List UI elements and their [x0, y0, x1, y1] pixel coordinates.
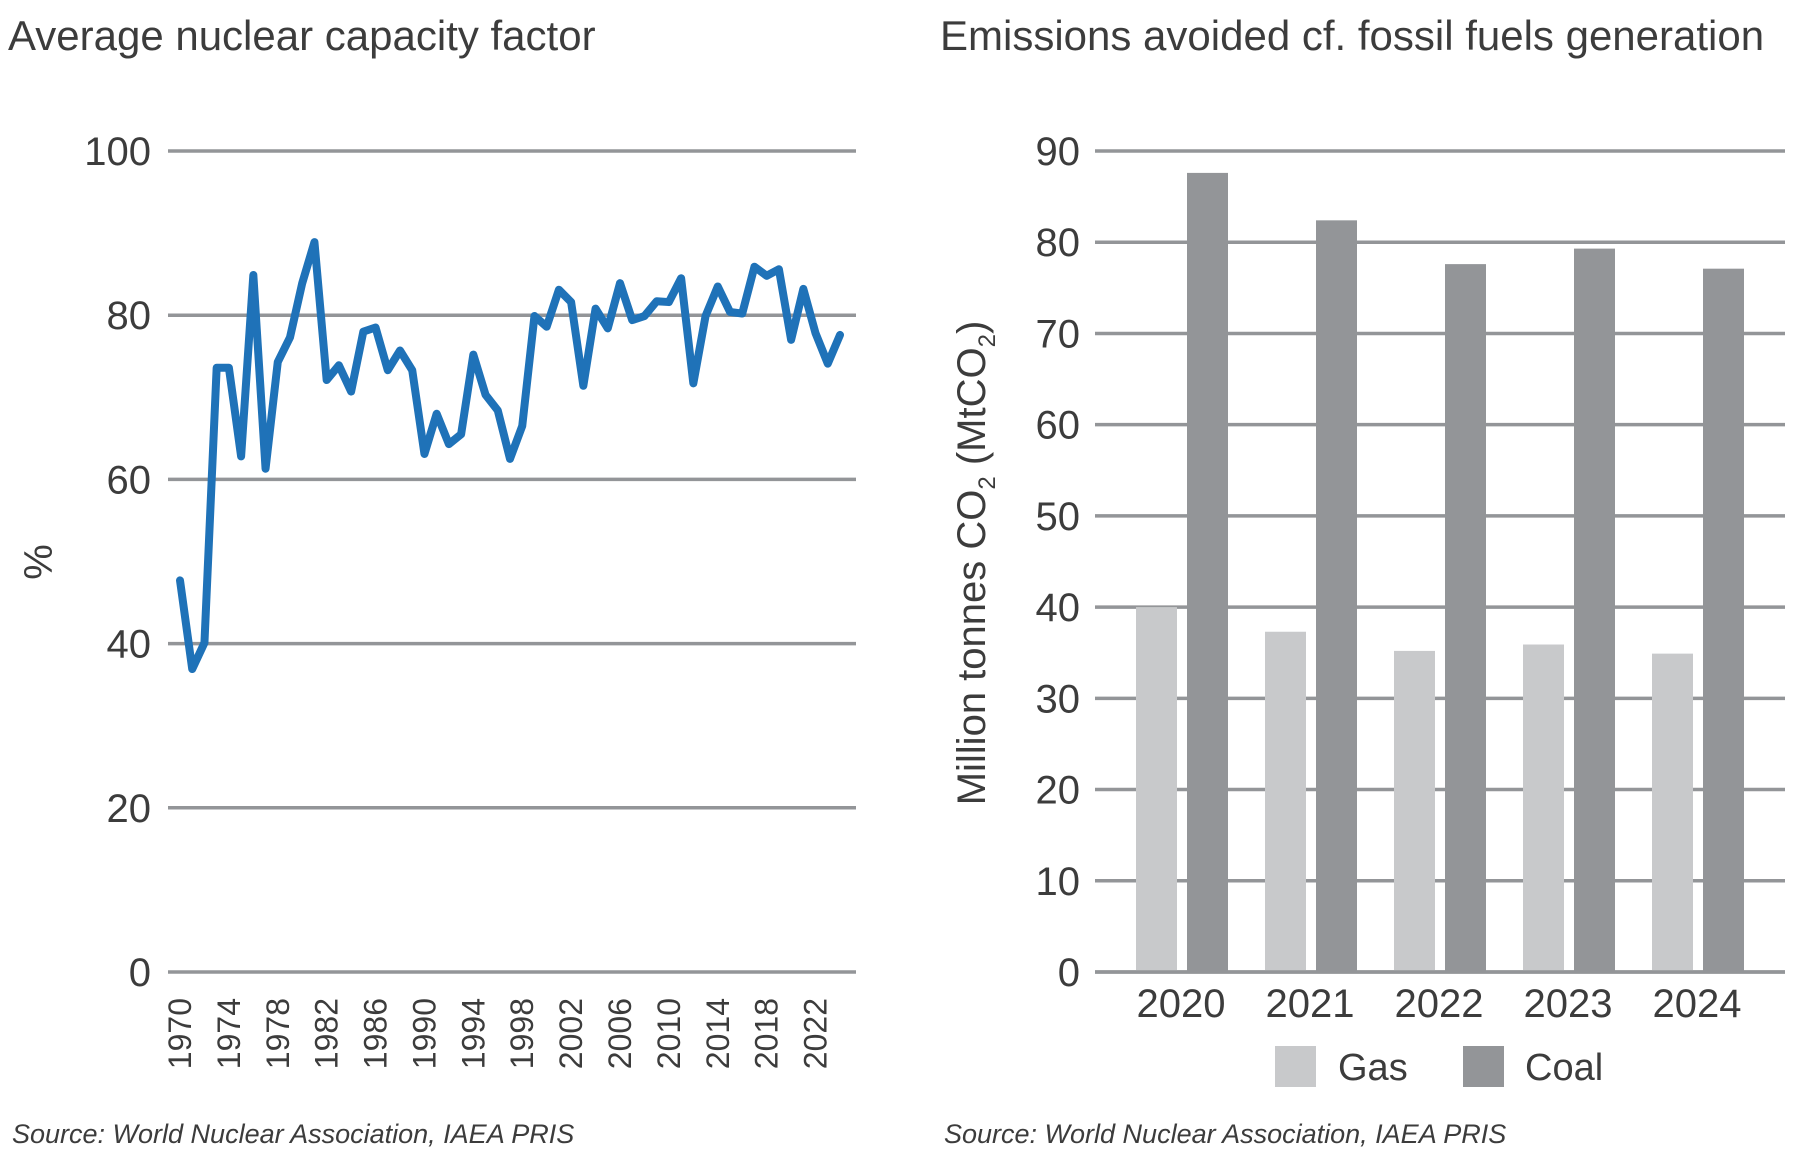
x-tick-label: 2020: [1137, 982, 1226, 1026]
x-tick-label: 1998: [504, 998, 540, 1069]
x-tick-label: 1970: [162, 998, 198, 1069]
y-tick-label: 0: [129, 951, 151, 995]
x-tick-label: 2021: [1266, 982, 1355, 1026]
y-tick-label: 10: [1036, 860, 1081, 904]
y-tick-label: 40: [1036, 586, 1081, 630]
line-chart: Average nuclear capacity factor 0 20 40 60 8…: [8, 12, 856, 1149]
x-tick-label: 2022: [1395, 982, 1484, 1026]
y-tick-label: 80: [107, 294, 152, 338]
bar-gas-2021: [1265, 631, 1306, 972]
bar-coal-2023: [1574, 248, 1615, 972]
series-line: [176, 238, 844, 674]
y-tick-label: 30: [1036, 677, 1081, 721]
x-tick-label: 1982: [309, 998, 345, 1069]
legend-label-coal: Coal: [1525, 1047, 1603, 1089]
bar-gas-2022: [1394, 650, 1435, 972]
legend-swatch-gas: [1275, 1046, 1316, 1087]
legend-label-gas: Gas: [1338, 1047, 1408, 1089]
bar-chart-title: Emissions avoided cf. fossil fuels gener…: [940, 12, 1764, 59]
y-tick-label: 70: [1036, 312, 1081, 356]
x-tick-label: 1994: [455, 998, 491, 1069]
x-tick-label: 1974: [211, 998, 247, 1069]
legend: Gas Coal: [1275, 1046, 1603, 1089]
x-tick-label: 2024: [1653, 982, 1742, 1026]
line-chart-source: Source: World Nuclear Association, IAEA …: [12, 1119, 574, 1149]
x-tick-label: 2014: [700, 998, 736, 1069]
x-tick-label: 2018: [749, 998, 785, 1069]
x-tick-label: 1990: [406, 998, 442, 1069]
x-tick-label: 1986: [358, 998, 394, 1069]
y-tick-label: 0: [1058, 951, 1080, 995]
legend-swatch-coal: [1463, 1046, 1504, 1087]
x-tick-label: 1978: [260, 998, 296, 1069]
x-tick-label: 2002: [553, 998, 589, 1069]
y-axis-label: %: [17, 544, 61, 580]
y-tick-label: 60: [1036, 404, 1081, 448]
bar-gas-2024: [1652, 653, 1693, 972]
y-axis-label: Million tonnes CO2 (MtCO2): [950, 321, 1001, 806]
y-tick-label: 20: [107, 787, 152, 831]
bar-coal-2022: [1445, 264, 1486, 972]
bar-coal-2021: [1316, 220, 1357, 973]
y-tick-label: 100: [84, 130, 151, 174]
bar-chart-source: Source: World Nuclear Association, IAEA …: [944, 1119, 1506, 1149]
bar-coal-2020: [1187, 172, 1228, 973]
y-tick-label: 80: [1036, 221, 1081, 265]
y-tick-label: 20: [1036, 769, 1081, 813]
line-chart-title: Average nuclear capacity factor: [8, 12, 596, 59]
y-tick-label: 40: [107, 623, 152, 667]
y-tick-label: 60: [107, 458, 152, 502]
x-tick-label: 2023: [1524, 982, 1613, 1026]
x-tick-label: 2006: [602, 998, 638, 1069]
bar-gas-2023: [1523, 644, 1564, 972]
bar-coal-2024: [1703, 268, 1744, 973]
bar-gas-2020: [1136, 607, 1177, 972]
y-tick-label: 50: [1036, 495, 1081, 539]
y-tick-label: 90: [1036, 130, 1081, 174]
x-tick-label: 2010: [651, 998, 687, 1069]
x-tick-label: 2022: [798, 998, 834, 1069]
bar-chart: Emissions avoided cf. fossil fuels gener…: [940, 12, 1785, 1149]
